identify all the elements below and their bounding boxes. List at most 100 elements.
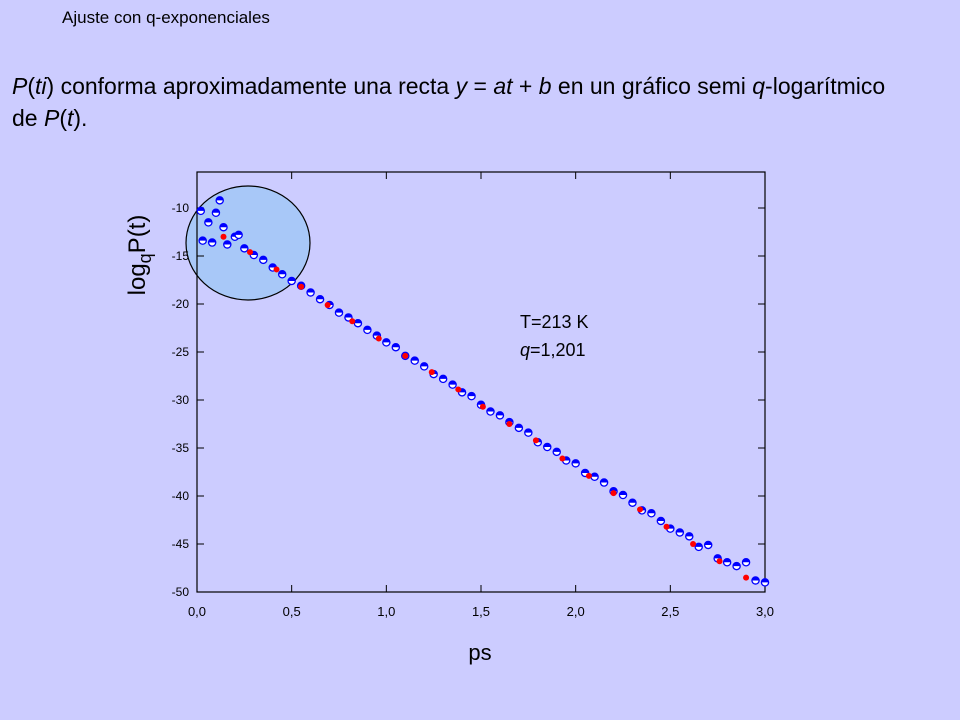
data-point [363,325,372,335]
point-half [647,509,655,514]
point-half [761,578,769,583]
y-tick-label: -20 [172,297,190,311]
point-half [212,209,220,213]
data-point [571,459,580,468]
text-run: t [67,105,74,131]
data-point [196,206,206,216]
point-body [428,369,435,376]
point-half [204,218,212,223]
text-run: b [538,73,552,99]
data-point [637,506,644,513]
data-point [694,542,703,552]
data-point [324,301,331,308]
data-point [514,423,524,433]
point-body [455,386,462,393]
point-body [324,301,331,308]
point-body [743,574,750,581]
data-point [647,509,656,518]
data-point [334,308,344,317]
data-point [552,447,561,457]
text-run: q [752,73,766,99]
point-body [273,266,280,273]
point-half [449,381,457,385]
point-half [335,309,343,313]
data-point [438,374,448,384]
y-tick-label: -25 [172,345,190,359]
data-point [277,269,287,279]
point-half [269,263,277,268]
point-half [723,558,731,563]
data-point [353,318,363,328]
point-body [610,490,617,497]
data-point [760,578,770,587]
point-half [600,478,608,483]
y-tick-label: -15 [172,249,190,263]
point-half [704,541,712,545]
paragraph: P(ti) conforma aproximadamente una recta… [12,70,912,134]
point-body [585,472,592,479]
point-half [382,338,390,343]
data-point [306,288,315,297]
point-half [657,517,665,521]
point-half [392,343,400,348]
point-half [216,196,224,201]
data-point [722,557,732,567]
data-point [599,478,609,487]
point-half [714,554,722,559]
y-tick-label: -30 [172,393,190,407]
point-half [751,576,760,581]
point-half [278,270,286,275]
text-run: = [467,73,494,99]
point-half [581,469,589,473]
y-tick-label: -50 [172,585,190,599]
point-half [219,223,228,228]
data-point [207,238,217,247]
x-tick-label: 3,0 [756,604,774,619]
data-point [610,490,617,497]
point-half [543,443,551,448]
text-run: ( [59,105,67,131]
data-point [287,276,296,286]
data-point [234,230,243,240]
text-run: ) conforma aproximadamente una recta [46,73,456,99]
text-run: + [512,73,539,99]
data-point [455,386,462,393]
text-run: at [493,73,513,99]
point-half [591,473,599,477]
data-point [479,403,486,410]
point-half [411,357,419,361]
data-point [532,437,539,444]
point-half [208,238,216,243]
point-half [742,558,750,563]
data-point [211,208,221,218]
data-point [703,540,713,550]
y-tick-label: -45 [172,537,190,551]
point-body [637,506,644,513]
point-body [663,523,670,530]
y-label-part: P(t) [124,215,151,254]
text-run: en un gráfico semi [551,73,753,99]
point-half [505,418,513,423]
point-half [628,499,637,503]
point-half [439,375,447,379]
data-point [524,428,533,437]
data-point [402,352,409,359]
point-half [695,543,703,547]
data-point [467,391,476,401]
data-point [259,255,268,265]
data-point [585,472,592,479]
data-point [220,233,227,240]
point-half [307,288,315,293]
point-half [373,332,381,336]
data-point [428,369,435,376]
point-half [676,528,684,533]
point-half [467,392,476,397]
point-body [402,352,409,359]
y-tick-label: -35 [172,441,190,455]
x-tick-label: 1,5 [472,604,490,619]
point-half [486,407,495,412]
data-point [590,472,599,482]
data-point [215,196,224,205]
point-body [298,283,305,290]
